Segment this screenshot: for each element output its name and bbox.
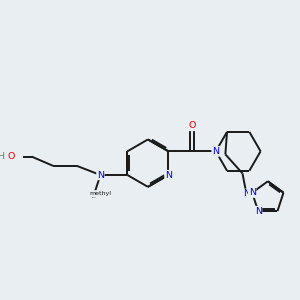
Text: N: N (212, 147, 219, 156)
Text: N: N (165, 170, 172, 179)
Text: N: N (249, 188, 256, 197)
Text: N: N (212, 147, 219, 156)
Text: methyl: methyl (89, 190, 111, 196)
Text: H: H (0, 152, 4, 161)
Text: N: N (243, 189, 250, 198)
Text: O: O (188, 122, 196, 130)
Text: N: N (97, 170, 104, 179)
Text: N: N (255, 207, 262, 216)
Text: O: O (8, 152, 15, 161)
Text: methyl: methyl (92, 197, 97, 198)
